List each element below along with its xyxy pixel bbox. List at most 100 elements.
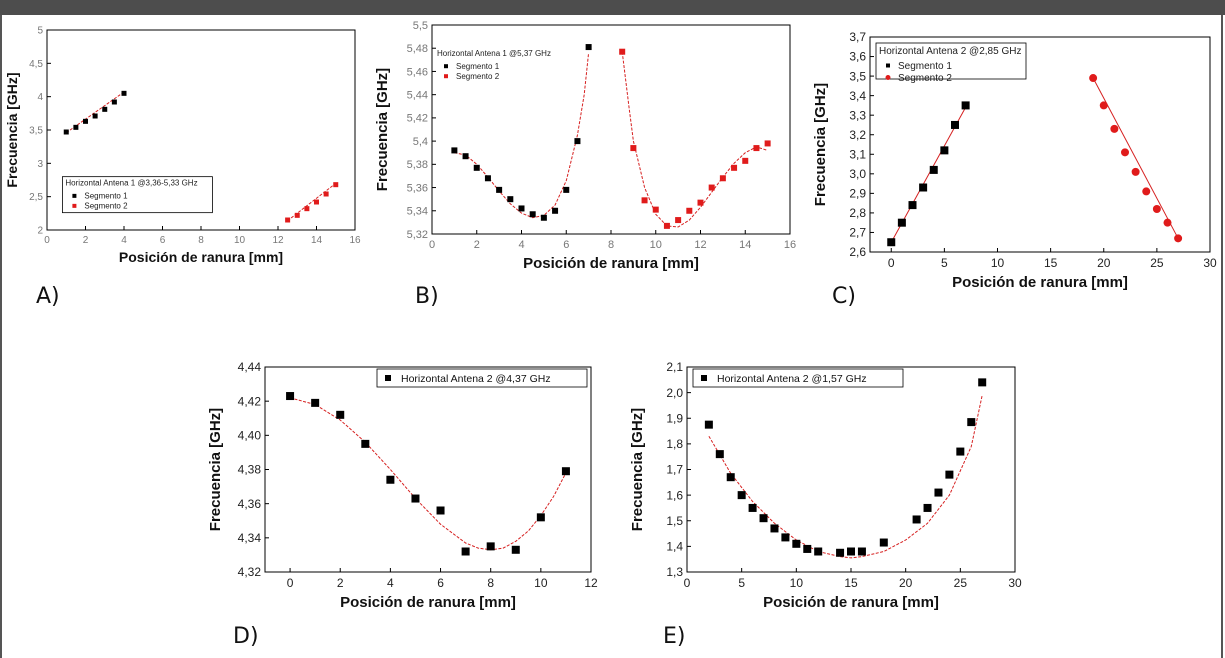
y-tick-label: 4,5 — [29, 59, 43, 70]
data-point — [967, 418, 976, 427]
data-point — [1110, 124, 1119, 133]
figure-frame — [0, 15, 1223, 658]
x-tick-label: 10 — [534, 576, 548, 590]
data-point — [529, 211, 536, 218]
x-tick-label: 25 — [1150, 256, 1164, 270]
data-point — [753, 145, 760, 152]
data-point — [919, 183, 928, 192]
data-point — [923, 503, 932, 512]
legend-entry: Segmento 2 — [456, 72, 500, 81]
y-tick-label: 5,38 — [407, 159, 428, 171]
chart-d: 0 2 4 6 8 10 12 4,32 4,34 4,36 4,38 4,40 4,42 4,44 Pos… — [207, 360, 598, 611]
data-point — [1142, 187, 1151, 196]
y-tick-label: 1,6 — [666, 488, 683, 502]
y-tick-label: 5,32 — [407, 229, 428, 241]
x-tick-label: 0 — [287, 576, 294, 590]
legend: Horizontal Antena 2 @1,57 GHz — [692, 368, 904, 388]
data-point — [83, 118, 88, 124]
y-tick-label: 5,36 — [407, 182, 428, 194]
x-tick-label: 0 — [429, 239, 435, 251]
x-tick-label: 0 — [888, 256, 895, 270]
data-point — [451, 147, 458, 154]
data-point — [323, 191, 329, 197]
panel-label-e: E) — [663, 624, 686, 649]
x-axis-label: Posición de ranura [mm] — [523, 255, 699, 272]
y-tick-label: 5,4 — [413, 136, 428, 148]
x-tick-label: 15 — [1044, 256, 1058, 270]
legend-title: Horizontal Antena 2 @2,85 GHz — [879, 46, 1021, 57]
data-point — [436, 506, 445, 515]
top-bar — [0, 0, 1225, 15]
data-point — [951, 120, 959, 129]
x-tick-label: 5 — [941, 256, 948, 270]
y-tick-label: 1,7 — [666, 463, 683, 477]
x-tick-label: 8 — [608, 239, 614, 251]
data-point — [978, 378, 987, 387]
x-tick-label: 0 — [684, 576, 691, 590]
x-tick-label: 4 — [121, 235, 127, 246]
plot-frame — [686, 366, 1016, 573]
data-point — [836, 548, 845, 557]
x-tick-label: 12 — [694, 239, 706, 251]
data-point — [737, 491, 746, 500]
data-point — [1089, 74, 1098, 83]
x-tick-label: 12 — [272, 235, 284, 246]
data-point — [792, 539, 801, 548]
legend-marker — [72, 203, 77, 208]
data-point — [585, 44, 592, 51]
y-tick-label: 3,3 — [849, 108, 866, 122]
x-tick-label: 15 — [844, 576, 858, 590]
x-tick-label: 30 — [1203, 256, 1217, 270]
data-point — [897, 218, 906, 227]
data-point — [486, 542, 495, 551]
x-tick-label: 2 — [474, 239, 480, 251]
data-point — [361, 439, 370, 448]
data-point — [314, 199, 319, 205]
x-tick-label: 4 — [518, 239, 524, 251]
legend-entry: Horizontal Antena 2 @4,37 GHz — [401, 373, 551, 385]
x-tick-label: 14 — [311, 235, 323, 246]
y-tick-label: 5 — [37, 26, 43, 37]
y-tick-label: 3,6 — [849, 50, 866, 64]
data-point — [675, 217, 682, 224]
y-tick-label: 5,44 — [407, 90, 428, 102]
y-tick-label: 2,8 — [849, 206, 866, 220]
legend: Horizontal Antena 1 @5,37 GHz Segmento 1S… — [437, 49, 551, 81]
legend-box — [692, 368, 904, 388]
data-point — [715, 450, 724, 459]
y-tick-label: 3,5 — [849, 69, 866, 83]
data-point — [121, 90, 127, 96]
y-tick-label: 3,0 — [849, 167, 866, 181]
y-tick-label: 4,40 — [238, 429, 262, 443]
x-tick-label: 12 — [584, 576, 598, 590]
data-point — [333, 182, 339, 188]
data-point — [912, 515, 921, 524]
y-tick-label: 2,0 — [666, 386, 683, 400]
y-tick-label: 1,9 — [666, 411, 683, 425]
x-axis-label: Posición de ranura [mm] — [763, 594, 939, 611]
y-tick-label: 4,36 — [238, 497, 262, 511]
data-point — [764, 140, 771, 147]
legend-box — [62, 176, 213, 214]
y-axis-label: Frecuencia [GHz] — [629, 408, 646, 531]
data-point — [641, 197, 648, 204]
data-point — [561, 467, 570, 476]
data-point — [630, 145, 637, 152]
y-tick-label: 3,2 — [849, 128, 866, 142]
data-point — [1131, 167, 1140, 176]
x-tick-label: 16 — [349, 235, 361, 246]
legend-entry: Segmento 1 — [898, 61, 952, 72]
y-tick-label: 3 — [37, 159, 43, 170]
data-point — [748, 503, 757, 512]
data-point — [336, 410, 345, 419]
data-point — [473, 164, 480, 171]
plot-frame — [264, 366, 592, 573]
y-tick-label: 2,1 — [666, 360, 683, 374]
legend-entry: Segmento 2 — [84, 202, 128, 211]
data-point — [92, 113, 98, 119]
data-point — [411, 494, 420, 503]
data-point — [563, 186, 570, 193]
data-point — [857, 547, 866, 556]
y-tick-label: 2,6 — [849, 245, 866, 259]
legend-entry: Segmento 1 — [84, 192, 128, 201]
